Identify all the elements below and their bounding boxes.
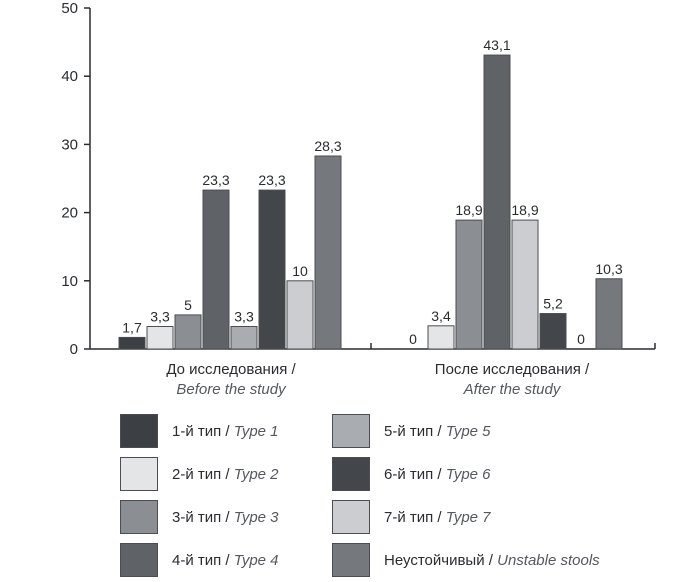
bar-value-label: 1,7	[122, 319, 142, 335]
legend-label-en: Unstable stools	[497, 551, 600, 569]
bar-value-label: 5,2	[543, 296, 563, 312]
bar	[230, 325, 258, 350]
legend-label-ru: 6-й тип	[384, 465, 434, 483]
legend-label: 5-й тип / Type 5	[384, 422, 491, 440]
bar-value-label: 43,1	[483, 37, 510, 53]
legend-item-type-3: 3-й тип / Type 3	[120, 498, 279, 536]
legend: 1-й тип / Type 1 2-й тип / Type 2 3-й ти…	[120, 410, 640, 582]
bar	[455, 219, 483, 350]
bar	[258, 189, 286, 350]
bar-value-label: 5	[184, 297, 192, 313]
legend-item-type-6: 6-й тип / Type 6	[332, 455, 491, 493]
y-tick-label: 10	[61, 273, 78, 290]
legend-label: 4-й тип / Type 4	[172, 551, 279, 569]
legend-swatch	[120, 457, 158, 491]
category-label-ru: После исследования /	[435, 361, 590, 378]
legend-label-en: Type 7	[445, 508, 491, 526]
legend-label-ru: 1-й тип	[172, 422, 222, 440]
bar-value-label: 0	[577, 331, 585, 347]
bar	[118, 336, 146, 350]
bar	[174, 314, 202, 350]
bar-value-label: 10	[292, 263, 308, 279]
bar-value-label: 18,9	[455, 202, 482, 218]
legend-item-unstable-stools: Неустойчивый / Unstable stools	[332, 541, 600, 579]
category-label-en: After the study	[463, 381, 562, 398]
bar-value-label: 23,3	[202, 172, 229, 188]
bar-value-label: 10,3	[595, 261, 622, 277]
y-tick-label: 50	[61, 0, 78, 17]
bar	[286, 280, 314, 350]
legend-item-type-7: 7-й тип / Type 7	[332, 498, 491, 536]
legend-label: 3-й тип / Type 3	[172, 508, 279, 526]
bar	[483, 54, 511, 350]
bar-value-label: 3,3	[234, 308, 254, 324]
legend-label: Неустойчивый / Unstable stools	[384, 551, 600, 569]
legend-item-type-1: 1-й тип / Type 1	[120, 412, 279, 450]
legend-swatch	[120, 414, 158, 448]
bar	[427, 325, 455, 350]
legend-label-ru: 3-й тип	[172, 508, 222, 526]
y-tick-label: 40	[61, 68, 78, 85]
legend-label-ru: 7-й тип	[384, 508, 434, 526]
legend-label-en: Type 2	[233, 465, 279, 483]
legend-swatch	[120, 543, 158, 577]
legend-label-ru: 5-й тип	[384, 422, 434, 440]
bar-value-label: 3,3	[150, 308, 170, 324]
legend-label-en: Type 3	[233, 508, 279, 526]
legend-item-type-5: 5-й тип / Type 5	[332, 412, 491, 450]
bar-value-label: 28,3	[314, 138, 341, 154]
bar	[202, 189, 230, 350]
legend-label-en: Type 1	[233, 422, 279, 440]
legend-label: 2-й тип / Type 2	[172, 465, 279, 483]
bar	[511, 219, 539, 350]
chart-plot: 0 10 20 30 40 50 1,7 3,3 5 23,3 3,3 23,3 10 28,3 0 3,4 1…	[61, 0, 656, 398]
legend-label: 6-й тип / Type 6	[384, 465, 491, 483]
bar-value-label: 18,9	[511, 202, 538, 218]
legend-label-en: Type 5	[445, 422, 491, 440]
legend-item-type-4: 4-й тип / Type 4	[120, 541, 279, 579]
legend-label-ru: Неустойчивый	[384, 551, 485, 569]
legend-swatch	[332, 543, 370, 577]
y-tick-label: 0	[70, 341, 78, 358]
legend-swatch	[332, 457, 370, 491]
legend-label-en: Type 6	[445, 465, 491, 483]
bar	[595, 278, 623, 350]
bar	[146, 325, 174, 350]
legend-item-type-2: 2-й тип / Type 2	[120, 455, 279, 493]
legend-label: 1-й тип / Type 1	[172, 422, 279, 440]
y-tick-label: 30	[61, 136, 78, 153]
legend-label-ru: 2-й тип	[172, 465, 222, 483]
y-tick-label: 20	[61, 205, 78, 222]
legend-label-ru: 4-й тип	[172, 551, 222, 569]
bar-value-label: 3,4	[431, 308, 451, 324]
bar-value-label: 23,3	[258, 172, 285, 188]
legend-label-en: Type 4	[233, 551, 279, 569]
category-label-en: Before the study	[176, 381, 287, 398]
bar	[314, 155, 342, 350]
bar-value-label: 0	[409, 331, 417, 347]
category-label-ru: До исследования /	[166, 361, 296, 378]
bar	[539, 313, 567, 350]
legend-swatch	[120, 500, 158, 534]
legend-swatch	[332, 414, 370, 448]
legend-swatch	[332, 500, 370, 534]
legend-label: 7-й тип / Type 7	[384, 508, 491, 526]
